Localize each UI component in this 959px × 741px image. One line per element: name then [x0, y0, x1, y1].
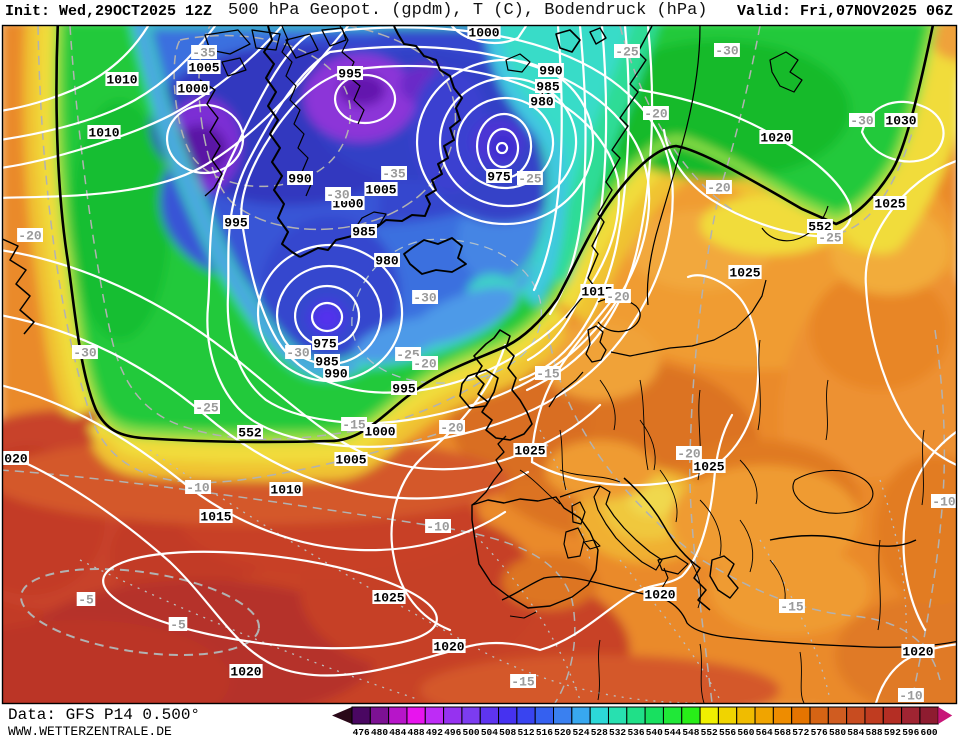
svg-text:524: 524: [572, 727, 589, 738]
svg-text:-30: -30: [850, 114, 874, 129]
svg-text:-25: -25: [195, 401, 219, 416]
svg-text:1025: 1025: [693, 460, 724, 475]
svg-text:1015: 1015: [581, 285, 612, 300]
svg-text:576: 576: [811, 727, 828, 738]
svg-text:596: 596: [902, 727, 919, 738]
svg-text:-10: -10: [186, 481, 210, 496]
svg-text:1025: 1025: [373, 591, 404, 606]
svg-text:580: 580: [829, 727, 846, 738]
svg-text:995: 995: [392, 382, 416, 397]
svg-text:556: 556: [719, 727, 736, 738]
svg-text:496: 496: [444, 727, 461, 738]
svg-text:-5: -5: [78, 593, 94, 608]
svg-text:-25: -25: [818, 231, 842, 246]
svg-text:-30: -30: [73, 346, 97, 361]
svg-text:584: 584: [847, 727, 864, 738]
svg-text:592: 592: [884, 727, 901, 738]
svg-text:552: 552: [238, 426, 262, 441]
svg-text:-15: -15: [780, 600, 804, 615]
svg-text:985: 985: [352, 225, 376, 240]
svg-text:-10: -10: [932, 495, 956, 510]
svg-text:-10: -10: [899, 689, 923, 704]
svg-text:548: 548: [682, 727, 699, 738]
svg-text:-25: -25: [518, 172, 542, 187]
svg-text:980: 980: [530, 95, 554, 110]
svg-text:-5: -5: [170, 618, 186, 633]
svg-text:1020: 1020: [644, 588, 675, 603]
svg-text:-20: -20: [440, 421, 464, 436]
svg-text:-35: -35: [192, 46, 216, 61]
svg-text:544: 544: [664, 727, 681, 738]
svg-text:-15: -15: [342, 418, 366, 433]
svg-text:1010: 1010: [270, 483, 301, 498]
svg-text:985: 985: [315, 355, 339, 370]
svg-text:600: 600: [921, 727, 938, 738]
svg-text:1005: 1005: [365, 183, 396, 198]
svg-text:1010: 1010: [88, 126, 119, 141]
svg-text:500: 500: [463, 727, 480, 738]
svg-text:1030: 1030: [885, 114, 916, 129]
svg-text:536: 536: [627, 727, 644, 738]
svg-text:568: 568: [774, 727, 791, 738]
svg-text:-30: -30: [286, 346, 310, 361]
svg-text:508: 508: [499, 727, 516, 738]
svg-text:520: 520: [554, 727, 571, 738]
svg-text:1005: 1005: [335, 453, 366, 468]
svg-text:492: 492: [426, 727, 443, 738]
svg-text:480: 480: [371, 727, 388, 738]
svg-text:990: 990: [539, 64, 563, 79]
svg-text:-20: -20: [18, 229, 42, 244]
svg-text:1020: 1020: [760, 131, 791, 146]
svg-text:990: 990: [288, 172, 312, 187]
svg-text:1015: 1015: [200, 510, 231, 525]
svg-text:560: 560: [737, 727, 754, 738]
svg-text:488: 488: [408, 727, 425, 738]
svg-text:-20: -20: [644, 107, 668, 122]
svg-text:-30: -30: [413, 291, 437, 306]
svg-text:1000: 1000: [468, 26, 499, 41]
svg-text:1000: 1000: [177, 82, 208, 97]
svg-text:-15: -15: [511, 675, 535, 690]
svg-text:1020: 1020: [902, 645, 933, 660]
svg-text:1020: 1020: [230, 665, 261, 680]
svg-text:512: 512: [517, 727, 534, 738]
svg-text:1020: 1020: [433, 640, 464, 655]
svg-text:985: 985: [536, 80, 560, 95]
svg-text:532: 532: [609, 727, 626, 738]
svg-text:504: 504: [481, 727, 498, 738]
svg-text:-15: -15: [536, 367, 560, 382]
svg-text:020: 020: [4, 452, 28, 467]
svg-text:-20: -20: [606, 290, 630, 305]
svg-text:564: 564: [756, 727, 773, 738]
svg-text:975: 975: [487, 170, 511, 185]
svg-text:-30: -30: [715, 44, 739, 59]
svg-text:-25: -25: [615, 45, 639, 60]
svg-text:975: 975: [313, 337, 337, 352]
svg-text:588: 588: [866, 727, 883, 738]
svg-text:516: 516: [536, 727, 553, 738]
svg-text:-10: -10: [426, 520, 450, 535]
svg-text:-35: -35: [382, 167, 406, 182]
svg-text:1025: 1025: [514, 444, 545, 459]
svg-text:484: 484: [389, 727, 406, 738]
svg-text:-30: -30: [326, 188, 350, 203]
svg-text:1025: 1025: [874, 197, 905, 212]
svg-text:552: 552: [701, 727, 718, 738]
svg-text:540: 540: [646, 727, 663, 738]
svg-text:980: 980: [375, 254, 399, 269]
svg-text:572: 572: [792, 727, 809, 738]
svg-text:995: 995: [338, 67, 362, 82]
svg-text:1005: 1005: [188, 61, 219, 76]
svg-text:1025: 1025: [729, 266, 760, 281]
svg-text:476: 476: [353, 727, 370, 738]
svg-text:-20: -20: [413, 357, 437, 372]
svg-text:-20: -20: [707, 181, 731, 196]
svg-text:995: 995: [224, 216, 248, 231]
svg-text:-20: -20: [677, 447, 701, 462]
svg-text:1010: 1010: [106, 73, 137, 88]
svg-text:990: 990: [324, 367, 348, 382]
svg-text:528: 528: [591, 727, 608, 738]
svg-text:1000: 1000: [364, 425, 395, 440]
